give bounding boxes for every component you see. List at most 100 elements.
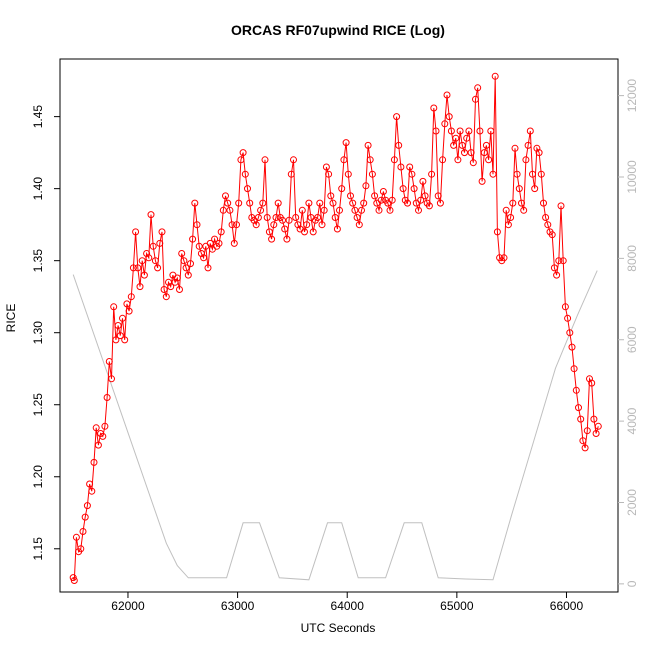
rice-point (129, 264, 137, 272)
y-axis-label: RICE (4, 304, 18, 333)
rice-point (434, 192, 442, 200)
rice-point (127, 293, 135, 301)
rice-point (393, 113, 401, 121)
rice-point (524, 141, 532, 149)
altitude-series (72, 270, 598, 581)
rice-point (151, 257, 159, 265)
rice-point (349, 199, 357, 207)
rice-point (353, 214, 361, 221)
x-axis: 62000 63000 64000 65000 66000 (111, 592, 583, 613)
rice-point (544, 221, 552, 229)
x-tick-label: 63000 (221, 599, 255, 613)
rice-point (570, 365, 578, 373)
rice-point (136, 283, 144, 291)
rice-point (154, 264, 162, 272)
rice-point (333, 225, 341, 233)
rice-point (257, 206, 265, 214)
rice-point (156, 239, 164, 247)
rice-point (123, 300, 131, 308)
rice-point (351, 206, 359, 214)
rice-point (83, 502, 91, 510)
rice-point (287, 170, 295, 178)
y2-tick-label: 2000 (625, 489, 639, 516)
y-tick-label: 1.45 (31, 105, 45, 129)
rice-point (132, 228, 140, 236)
x-tick-label: 66000 (550, 599, 584, 613)
x-tick-label: 65000 (440, 599, 474, 613)
rice-point (463, 134, 471, 142)
y-tick-label: 1.40 (31, 177, 45, 201)
rice-point (184, 271, 192, 279)
rice-point (160, 286, 168, 293)
rice-point (259, 199, 267, 207)
y2-tick-label: 8000 (625, 245, 639, 272)
rice-point (461, 149, 468, 157)
rice-point (79, 528, 87, 535)
rice-point (92, 424, 100, 432)
rice-point (559, 257, 567, 265)
rice-point (224, 199, 232, 207)
rice-point (294, 221, 302, 229)
chart-title: ORCAS RF07upwind RICE (Log) (231, 22, 445, 38)
rice-point (237, 156, 245, 164)
rice-point (487, 127, 495, 135)
rice-point (90, 458, 98, 466)
rice-point (529, 170, 536, 178)
rice-point (239, 149, 247, 157)
rice-point (454, 156, 462, 164)
rice-point (283, 235, 291, 243)
rice-point (322, 163, 330, 171)
rice-point (588, 379, 596, 387)
rice-point (581, 444, 589, 452)
rice-point (568, 343, 576, 351)
rice-point (594, 422, 602, 430)
rice-point (309, 228, 317, 236)
rice-point (404, 199, 411, 207)
rice-point (472, 95, 479, 103)
rice-series (69, 72, 602, 584)
rice-point (108, 375, 115, 383)
rice-point (577, 415, 585, 423)
rice-point (395, 141, 403, 149)
rice-point (114, 322, 122, 329)
rice-point (417, 196, 425, 204)
rice-point (138, 257, 146, 265)
rice-point (504, 221, 512, 229)
rice-point (476, 127, 484, 135)
rice-point (274, 199, 282, 207)
rice-point (178, 250, 186, 257)
rice-point (217, 228, 225, 236)
rice-point (500, 254, 508, 262)
rice-point (318, 221, 326, 229)
rice-point (265, 228, 273, 236)
rice-point (406, 163, 414, 171)
rice-point (279, 216, 286, 224)
rice-point (342, 139, 350, 147)
rice-point (110, 303, 118, 311)
rice-point (211, 235, 219, 243)
rice-point (338, 185, 346, 193)
rice-point (189, 235, 197, 243)
rice-point (167, 283, 175, 291)
rice-point (368, 170, 376, 178)
rice-point (241, 170, 249, 178)
rice-point (415, 206, 422, 214)
rice-point (215, 239, 223, 247)
rice-point (292, 214, 300, 221)
rice-point (399, 185, 407, 193)
rice-point (263, 214, 271, 221)
rice-point (432, 127, 440, 135)
rice-point (340, 156, 348, 164)
rice-point (511, 144, 519, 152)
rice-point (134, 264, 142, 272)
rice-point (147, 211, 155, 219)
y-tick-label: 1.20 (31, 465, 45, 489)
y2-tick-label: 0 (625, 580, 639, 587)
rice-point (355, 221, 363, 229)
rice-point (298, 206, 306, 214)
rice-point (103, 394, 111, 401)
rice-point (219, 206, 227, 214)
y2-tick-label: 6000 (625, 326, 639, 353)
rice-point (121, 336, 129, 344)
rice-point (261, 156, 269, 164)
